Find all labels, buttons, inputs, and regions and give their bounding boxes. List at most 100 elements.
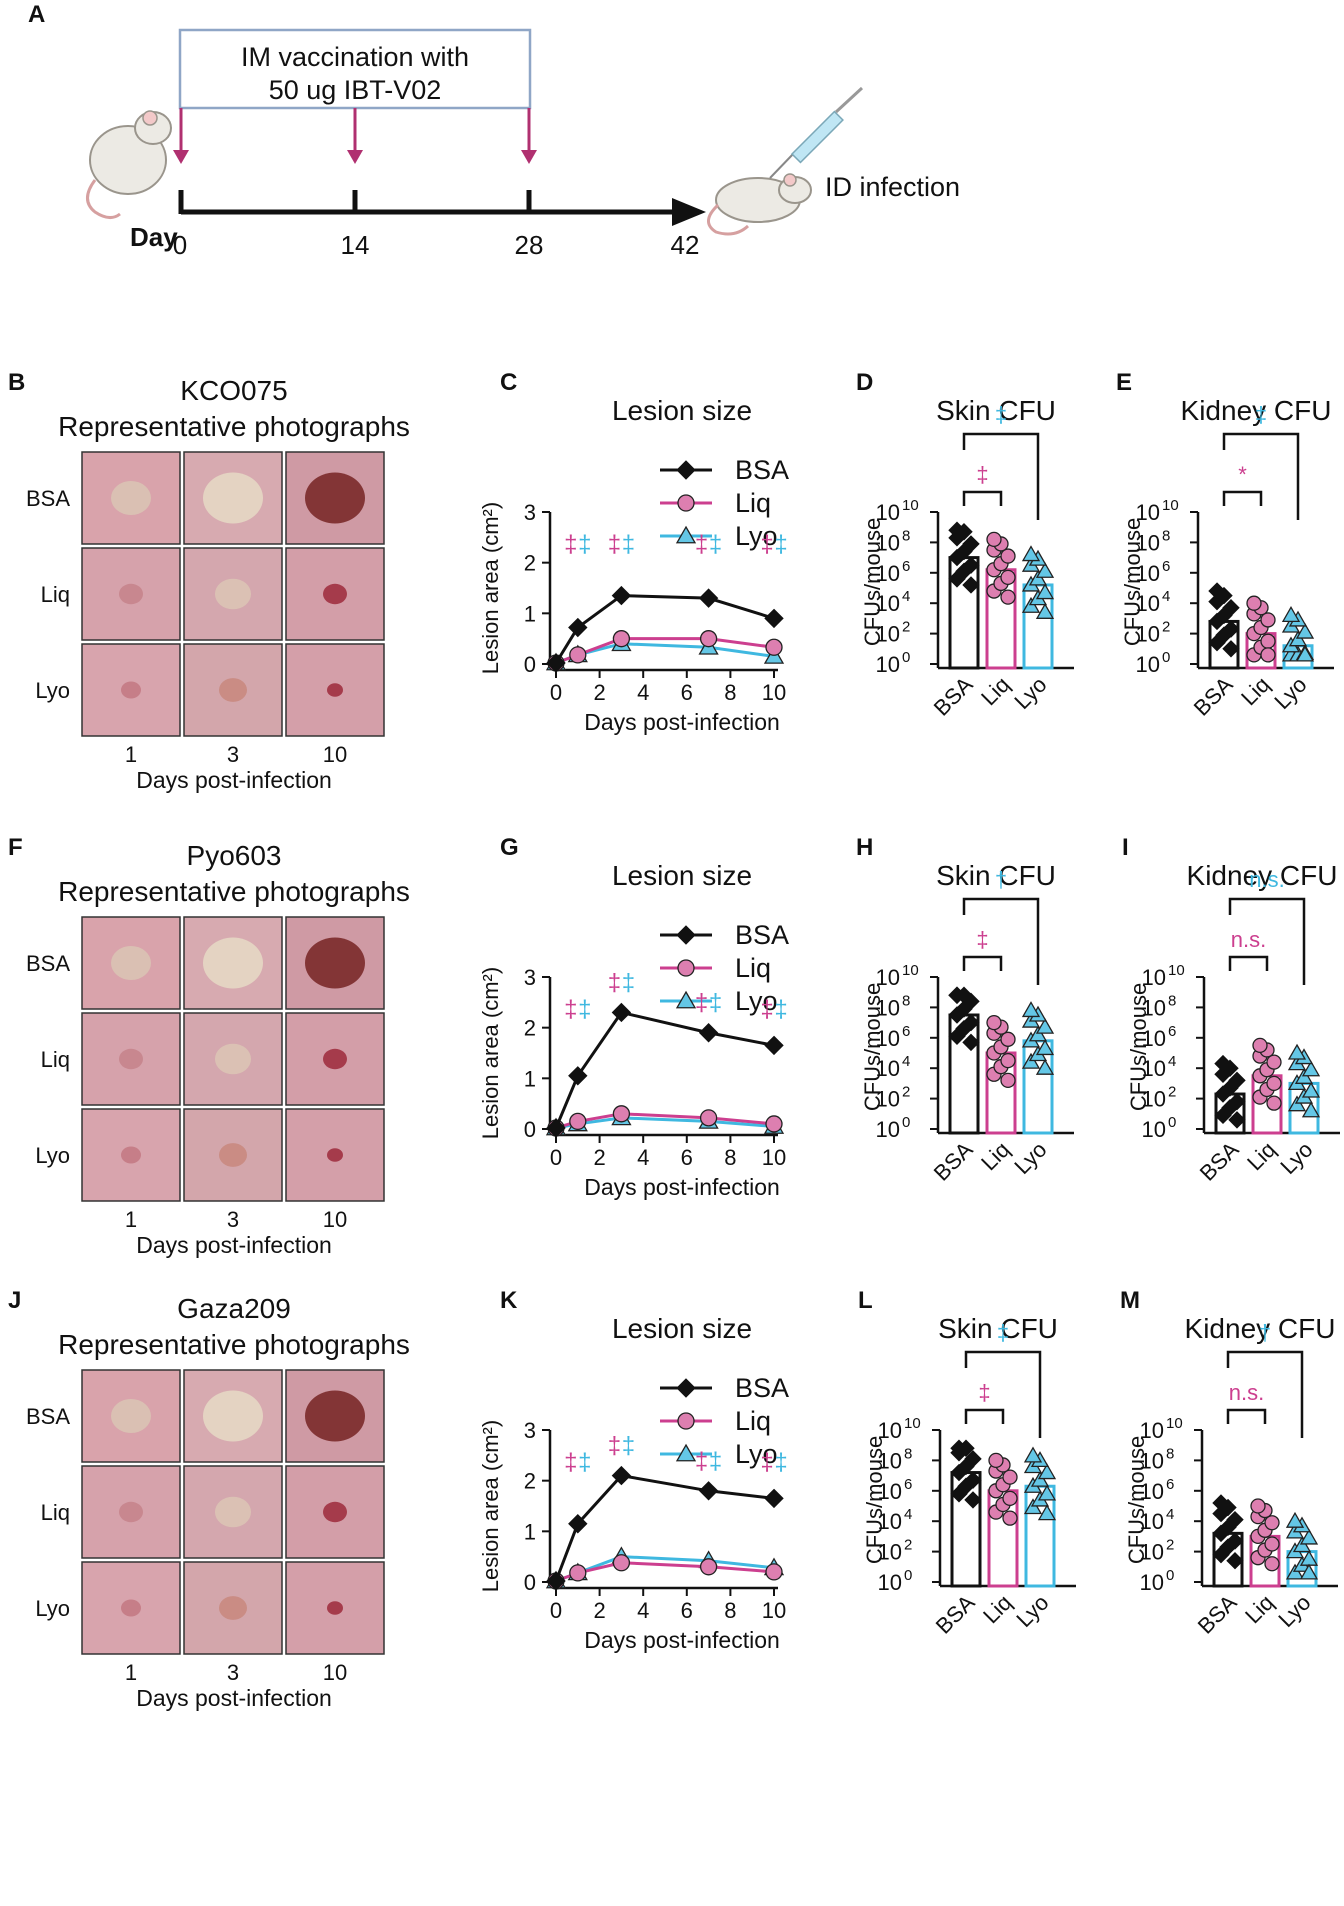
cfu-point-bsa xyxy=(962,535,980,553)
y-tick-label: 10 xyxy=(878,1509,902,1534)
data-point-bsa xyxy=(764,1035,784,1056)
data-point-liq xyxy=(699,1558,718,1576)
cfu-point-liq xyxy=(1260,633,1276,649)
significance-lyo: ‡ xyxy=(578,1449,591,1476)
bracket-label-lyo: ‡ xyxy=(1255,402,1267,427)
lesion-photo xyxy=(285,1465,385,1559)
photo-col-label: 3 xyxy=(227,1207,239,1232)
y-tick-label: 10 xyxy=(876,965,900,990)
legend-marker xyxy=(676,925,696,945)
category-label: BSA xyxy=(929,672,978,721)
significance-liq: ‡ xyxy=(695,1448,708,1475)
lesion-photo xyxy=(81,1465,181,1559)
series-line-bsa xyxy=(554,1010,775,1129)
panel-letter: L xyxy=(858,1287,873,1314)
y-tick-label: 10 xyxy=(1136,622,1160,647)
cfu-point-liq xyxy=(1000,548,1016,564)
y-tick-label: 10 xyxy=(1140,1509,1164,1534)
y-tick-exponent: 10 xyxy=(1168,962,1185,979)
cfu-point-lyo xyxy=(1281,606,1301,623)
data-point-bsa xyxy=(568,1514,588,1534)
category-label: BSA xyxy=(929,1137,978,1186)
bracket-label-liq: n.s. xyxy=(1231,927,1266,952)
y-tick-exponent: 2 xyxy=(1162,619,1170,636)
lesion-photo xyxy=(81,547,181,641)
cfu-point-lyo xyxy=(1021,545,1041,562)
cfu-point-lyo xyxy=(1035,561,1055,578)
y-tick-label: 10 xyxy=(1142,1087,1166,1112)
cfu-point-bsa xyxy=(1222,599,1240,617)
chart-title: Skin CFU xyxy=(936,860,1056,891)
y-tick-label: 10 xyxy=(876,622,900,647)
lesion-photo xyxy=(183,643,283,737)
cfu-point-lyo xyxy=(1037,1463,1057,1480)
y-tick-label: 10 xyxy=(878,1479,902,1504)
category-label: BSA xyxy=(1189,672,1238,721)
cfu-point-bsa xyxy=(962,576,980,594)
x-tick-label: 8 xyxy=(724,680,736,705)
category-label: Liq xyxy=(976,1137,1014,1175)
chart-title: Skin CFU xyxy=(936,395,1056,426)
lesion-size-chart: K Lesion size 0 1 2 3 0 2 4 6 8 10 Days post-infecti… xyxy=(478,1287,789,1653)
cfu-point-liq xyxy=(986,1014,1002,1031)
category-label: Lyo xyxy=(1009,672,1051,714)
legend-marker xyxy=(677,1412,695,1430)
cfu-point-lyo xyxy=(1295,645,1315,662)
y-tick-exponent: 2 xyxy=(1166,1537,1174,1554)
y-tick-label: 10 xyxy=(1140,1540,1164,1565)
panel-letter: D xyxy=(856,369,873,396)
legend-marker xyxy=(675,990,697,1009)
cfu-point-lyo xyxy=(1301,1081,1321,1098)
significance-liq: ‡ xyxy=(760,1449,773,1476)
x-tick-label: 10 xyxy=(762,680,786,705)
panel-letter: I xyxy=(1122,834,1129,861)
photo-col-label: 3 xyxy=(227,1660,239,1685)
y-tick-label: 1 xyxy=(524,601,536,626)
cfu-point-liq xyxy=(1260,612,1276,628)
panel-letter: C xyxy=(500,369,517,396)
photo-xlabel: Days post-infection xyxy=(136,1232,332,1258)
infection-label: ID infection xyxy=(825,172,960,202)
y-tick-label: 2 xyxy=(524,551,536,576)
lesion-size-chart: C Lesion size 0 1 2 3 0 2 4 6 8 10 Days post-infecti… xyxy=(478,369,789,735)
category-label: Lyo xyxy=(1011,1590,1053,1632)
cfu-point-bsa xyxy=(1222,640,1240,658)
day-value: 0 xyxy=(173,230,187,260)
x-tick-label: 2 xyxy=(593,1598,605,1623)
y-tick-exponent: 10 xyxy=(902,962,919,979)
y-axis-label: CFUs/mouse xyxy=(1124,1436,1149,1564)
timeline-arrowhead xyxy=(672,198,706,226)
lesion-photo xyxy=(81,1108,181,1202)
y-tick-label: 10 xyxy=(1140,1570,1164,1595)
series-line-lyo xyxy=(555,642,775,665)
lesion-photo xyxy=(183,916,283,1010)
y-tick-label: 10 xyxy=(878,1418,902,1443)
y-tick-exponent: 8 xyxy=(902,992,910,1009)
x-tick-label: 0 xyxy=(550,1145,562,1170)
injection-arrowhead xyxy=(347,150,363,164)
legend-marker xyxy=(677,959,695,977)
photo-row-label: Lyo xyxy=(35,1143,70,1168)
cfu-point-lyo xyxy=(1035,583,1055,600)
data-point-liq xyxy=(699,630,718,648)
data-point-bsa xyxy=(764,1488,784,1509)
significance-lyo: ‡ xyxy=(709,531,722,558)
y-tick-exponent: 6 xyxy=(902,558,910,575)
significance-lyo: ‡ xyxy=(622,1433,635,1460)
chart-title: Kidney CFU xyxy=(1181,395,1332,426)
y-tick-exponent: 0 xyxy=(902,649,910,666)
y-tick-label: 1 xyxy=(524,1066,536,1091)
y-tick-label: 10 xyxy=(1136,561,1160,586)
y-tick-label: 10 xyxy=(1142,1026,1166,1051)
y-tick-label: 10 xyxy=(1136,591,1160,616)
y-tick-label: 10 xyxy=(1136,500,1160,525)
photo-col-label: 1 xyxy=(125,742,137,767)
lesion-photo xyxy=(183,451,283,545)
data-point-bsa xyxy=(698,1023,719,1043)
cfu-point-lyo xyxy=(1301,1101,1321,1118)
data-point-liq xyxy=(569,646,587,664)
day-value: 42 xyxy=(671,230,700,260)
